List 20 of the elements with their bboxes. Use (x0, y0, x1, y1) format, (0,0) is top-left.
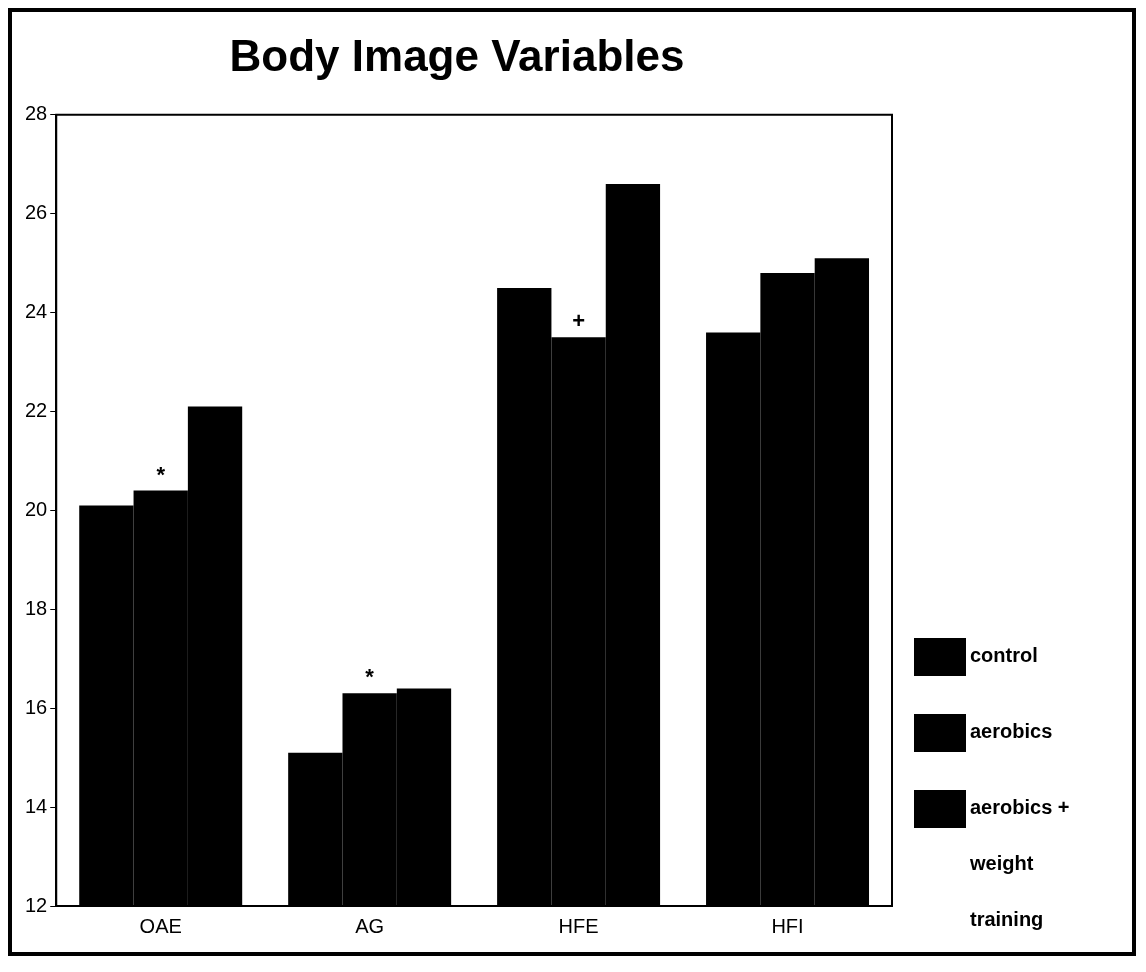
annotation: * (365, 664, 375, 690)
annotation: + (572, 308, 586, 334)
chart-title: Body Image Variables (229, 30, 685, 80)
y-tick-label: 16 (25, 695, 48, 718)
x-tick-label: AG (355, 914, 385, 937)
y-tick-label: 24 (25, 300, 48, 323)
y-tick-label: 14 (25, 794, 48, 817)
y-tick-label: 12 (25, 893, 48, 916)
x-tick-label: OAE (139, 914, 182, 937)
annotation: * (156, 461, 166, 487)
y-tick-label: 26 (25, 201, 48, 224)
x-tick-label: HFE (558, 914, 599, 937)
text: aerobics + weight training (970, 795, 1070, 930)
y-tick-label: 28 (25, 102, 48, 125)
legend-label: aerobics (970, 719, 1053, 742)
legend-label: control (970, 643, 1038, 666)
y-tick-label: 22 (25, 399, 48, 422)
y-tick-label: 18 (25, 596, 48, 619)
x-tick-label: HFI (771, 914, 804, 937)
y-tick-label: 20 (25, 497, 48, 520)
